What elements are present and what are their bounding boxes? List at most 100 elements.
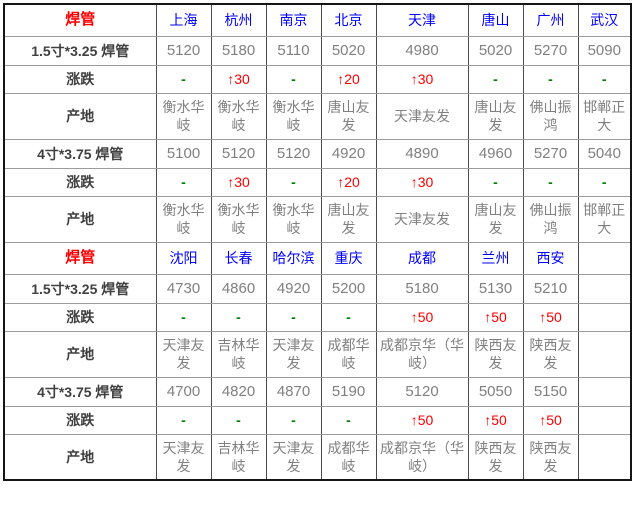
producer-cell: 成都华岐 <box>320 433 377 481</box>
change-row: 涨跌 - ↑30- ↑20 ↑30- - - <box>3 167 632 197</box>
change-flat-cell: - <box>577 167 632 197</box>
change-flat-cell: - <box>210 405 267 435</box>
row-label-cell: 产地 <box>3 330 157 378</box>
price-cell: 4980 <box>375 35 469 66</box>
empty-cell <box>577 302 632 332</box>
price-cell: 4860 <box>210 273 267 304</box>
change-up-cell: ↑50 <box>375 302 469 332</box>
change-up-cell: ↑50 <box>522 405 579 435</box>
producer-cell: 成都京华（华岐） <box>375 433 469 481</box>
price-cell: 5020 <box>467 35 524 66</box>
section-header-row: 焊管 上海 杭州 南京 北京 天津 唐山 广州 武汉 <box>3 3 632 37</box>
change-up-cell: ↑30 <box>375 167 469 197</box>
producer-cell: 衡水华岐 <box>155 92 212 140</box>
city-header-cell: 广州 <box>522 3 579 37</box>
change-flat-cell: - <box>155 64 212 94</box>
row-label-cell: 1.5寸*3.25 焊管 <box>3 273 157 304</box>
row-label-cell: 产地 <box>3 433 157 481</box>
producer-cell: 天津友发 <box>155 433 212 481</box>
city-header-cell: 北京 <box>320 3 377 37</box>
producer-cell: 成都华岐 <box>320 330 377 378</box>
change-up-cell: ↑50 <box>522 302 579 332</box>
producer-cell: 佛山振鸿 <box>522 92 579 140</box>
change-flat-cell: - <box>577 64 632 94</box>
price-cell: 5100 <box>155 138 212 169</box>
price-cell: 5200 <box>320 273 377 304</box>
city-header-cell: 唐山 <box>467 3 524 37</box>
row-label-cell: 1.5寸*3.25 焊管 <box>3 35 157 66</box>
row-label-cell: 涨跌 <box>3 405 157 435</box>
city-header-cell: 沈阳 <box>155 241 212 275</box>
row-label-cell: 涨跌 <box>3 302 157 332</box>
price-cell: 5020 <box>320 35 377 66</box>
price-row: 1.5寸*3.25 焊管 4730 4860 4920 5200 5180 5130 5210 <box>3 273 632 304</box>
producer-cell: 陕西友发 <box>522 330 579 378</box>
change-row: 涨跌 - ↑30- ↑20 ↑30- - - <box>3 64 632 94</box>
change-up-cell: ↑50 <box>375 405 469 435</box>
product-label-cell: 焊管 <box>3 241 157 275</box>
price-row: 4寸*3.75 焊管 4700 4820 4870 5190 5120 5050 5150 <box>3 376 632 407</box>
change-flat-cell: - <box>265 64 322 94</box>
city-header-cell: 南京 <box>265 3 322 37</box>
producer-cell: 邯郸正大 <box>577 195 632 243</box>
producer-cell: 成都京华（华岐） <box>375 330 469 378</box>
change-up-cell: ↑50 <box>467 405 524 435</box>
producer-cell: 唐山友发 <box>320 195 377 243</box>
price-cell: 5050 <box>467 376 524 407</box>
change-up-cell: ↑50 <box>467 302 524 332</box>
change-row: 涨跌 - - - - ↑50 ↑50 ↑50 <box>3 302 632 332</box>
price-cell: 4820 <box>210 376 267 407</box>
price-cell: 5270 <box>522 138 579 169</box>
change-up-cell: ↑30 <box>375 64 469 94</box>
row-label-cell: 涨跌 <box>3 64 157 94</box>
producer-cell: 衡水华岐 <box>210 92 267 140</box>
empty-cell <box>577 273 632 304</box>
price-cell: 5180 <box>375 273 469 304</box>
city-header-cell: 长春 <box>210 241 267 275</box>
price-row: 1.5寸*3.25 焊管 5120 5180 5110 5020 4980 5020 5270… <box>3 35 632 66</box>
empty-cell <box>577 241 632 275</box>
price-cell: 4890 <box>375 138 469 169</box>
producer-cell: 唐山友发 <box>467 92 524 140</box>
change-row: 涨跌 - - - - ↑50 ↑50 ↑50 <box>3 405 632 435</box>
producer-cell: 邯郸正大 <box>577 92 632 140</box>
product-label-cell: 焊管 <box>3 3 157 37</box>
producer-cell: 唐山友发 <box>320 92 377 140</box>
price-cell: 4700 <box>155 376 212 407</box>
change-up-cell: ↑20 <box>320 167 377 197</box>
price-cell: 5090 <box>577 35 632 66</box>
welded-pipe-price-table: 焊管 上海 杭州 南京 北京 天津 唐山 广州 武汉 1.5寸*3.25 焊管 5120 5180 51… <box>3 3 632 481</box>
producer-row: 产地 衡水华岐 衡水华岐 衡水华岐 唐山友发 天津友发 唐山友发 佛山振鸿 邯郸正大 <box>3 195 632 243</box>
row-label-cell: 4寸*3.75 焊管 <box>3 376 157 407</box>
change-up-cell: ↑20 <box>320 64 377 94</box>
row-label-cell: 产地 <box>3 195 157 243</box>
city-header-cell: 哈尔滨 <box>265 241 322 275</box>
city-header-cell: 西安 <box>522 241 579 275</box>
city-header-cell: 重庆 <box>320 241 377 275</box>
price-cell: 5040 <box>577 138 632 169</box>
producer-cell: 吉林华岐 <box>210 433 267 481</box>
price-cell: 5120 <box>155 35 212 66</box>
producer-row: 产地 天津友发 吉林华岐 天津友发 成都华岐 成都京华（华岐） 陕西友发 陕西友发 <box>3 330 632 378</box>
city-header-cell: 天津 <box>375 3 469 37</box>
row-label-cell: 4寸*3.75 焊管 <box>3 138 157 169</box>
price-cell: 5190 <box>320 376 377 407</box>
price-cell: 4730 <box>155 273 212 304</box>
producer-cell: 陕西友发 <box>467 433 524 481</box>
price-cell: 4920 <box>320 138 377 169</box>
price-cell: 5150 <box>522 376 579 407</box>
city-header-cell: 上海 <box>155 3 212 37</box>
city-header-cell: 杭州 <box>210 3 267 37</box>
row-label-cell: 涨跌 <box>3 167 157 197</box>
producer-cell: 陕西友发 <box>467 330 524 378</box>
change-flat-cell: - <box>467 167 524 197</box>
change-flat-cell: - <box>467 64 524 94</box>
change-flat-cell: - <box>155 167 212 197</box>
row-label-cell: 产地 <box>3 92 157 140</box>
producer-cell: 天津友发 <box>375 92 469 140</box>
price-table-body: 焊管 上海 杭州 南京 北京 天津 唐山 广州 武汉 1.5寸*3.25 焊管 5120 5180 51… <box>3 3 632 481</box>
producer-cell: 陕西友发 <box>522 433 579 481</box>
change-up-cell: ↑30 <box>210 64 267 94</box>
change-flat-cell: - <box>522 64 579 94</box>
change-flat-cell: - <box>265 302 322 332</box>
